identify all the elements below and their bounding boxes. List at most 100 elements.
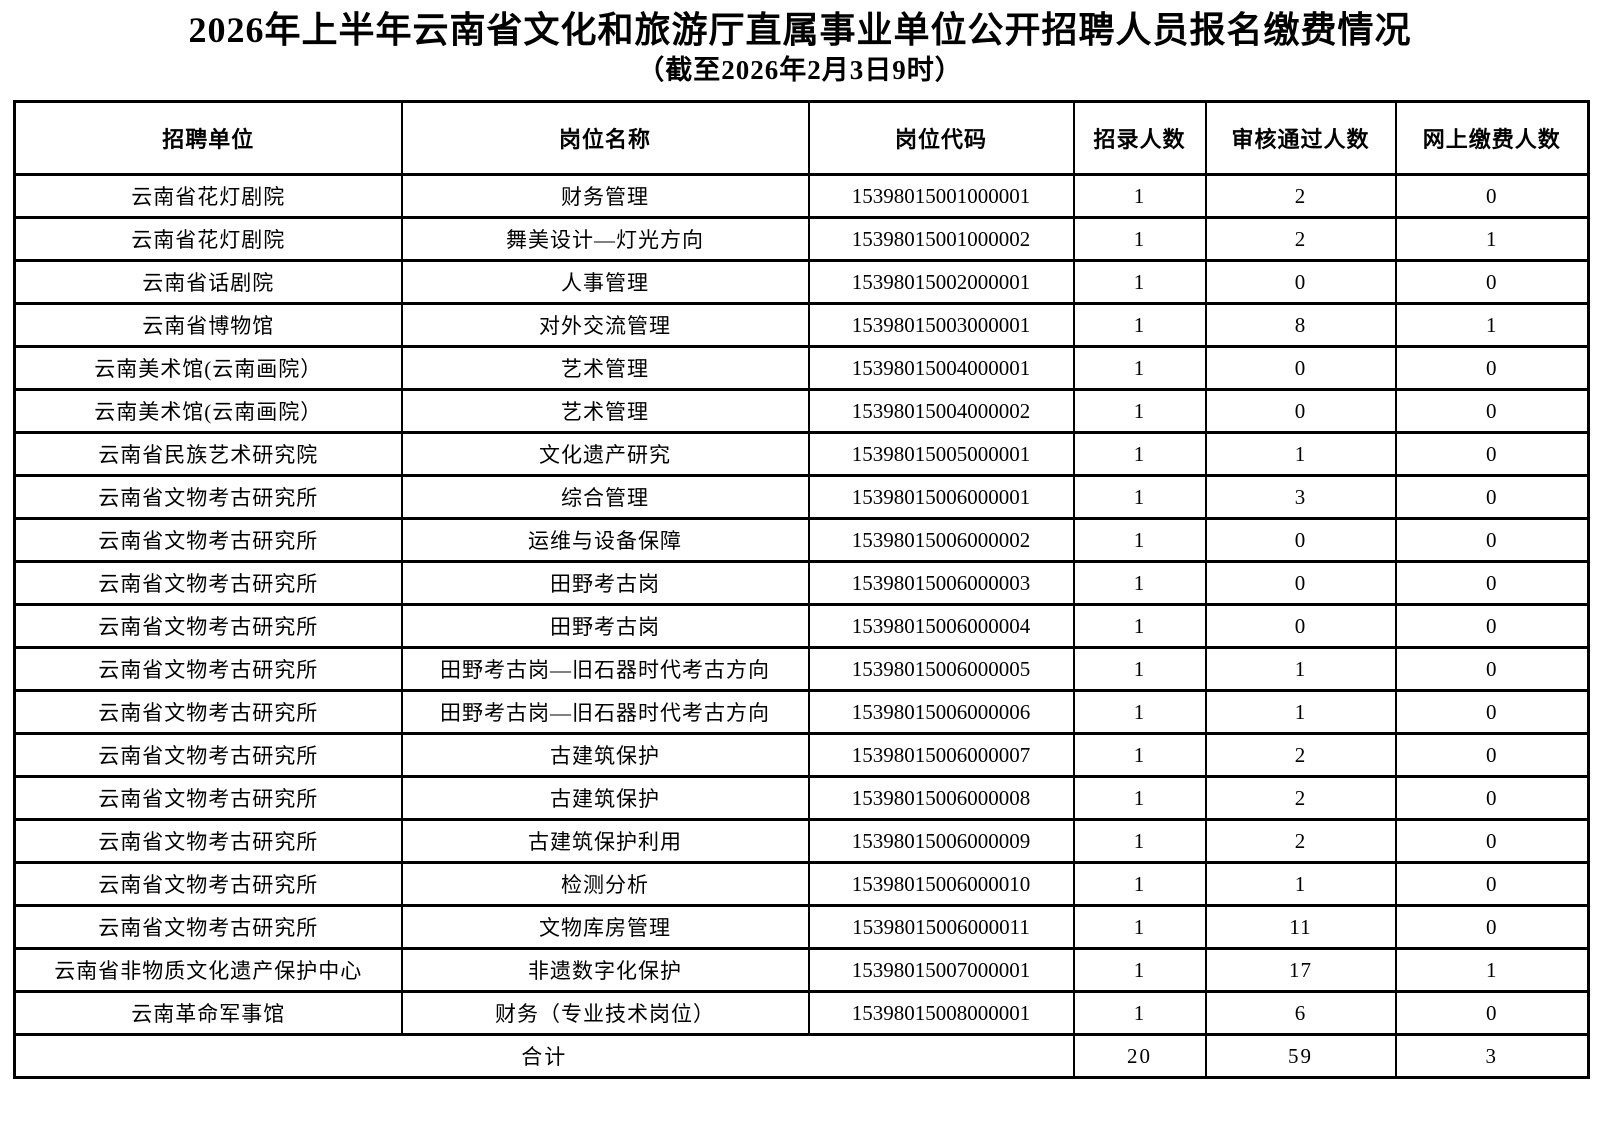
table-row: 云南省文物考古研究所 检测分析 15398015006000010 1 1 0 bbox=[13, 861, 1590, 907]
cell-unit: 云南省文物考古研究所 bbox=[13, 560, 403, 606]
total-label: 合计 bbox=[13, 1033, 1075, 1079]
cell-position: 综合管理 bbox=[400, 474, 810, 520]
table-row: 云南省文物考古研究所 古建筑保护利用 15398015006000009 1 2 0 bbox=[13, 818, 1590, 864]
cell-recruit: 1 bbox=[1072, 431, 1207, 477]
cell-unit: 云南省文物考古研究所 bbox=[13, 603, 403, 649]
cell-position: 田野考古岗—旧石器时代考古方向 bbox=[400, 646, 810, 692]
page-title: 2026年上半年云南省文化和旅游厅直属事业单位公开招聘人员报名缴费情况 bbox=[188, 10, 1412, 50]
cell-approved: 1 bbox=[1204, 861, 1397, 907]
cell-unit: 云南省文物考古研究所 bbox=[13, 689, 403, 735]
cell-recruit: 1 bbox=[1072, 517, 1207, 563]
cell-unit: 云南省文物考古研究所 bbox=[13, 818, 403, 864]
cell-recruit: 1 bbox=[1072, 775, 1207, 821]
total-approved-count: 59 bbox=[1204, 1033, 1397, 1079]
cell-position: 舞美设计—灯光方向 bbox=[400, 216, 810, 262]
table-row: 云南省文物考古研究所 古建筑保护 15398015006000008 1 2 0 bbox=[13, 775, 1590, 821]
table-row: 云南省花灯剧院 舞美设计—灯光方向 15398015001000002 1 2 1 bbox=[13, 216, 1590, 262]
header-row: 招聘单位 岗位名称 岗位代码 招录人数 审核通过人数 网上缴费人数 bbox=[13, 100, 1590, 176]
cell-position: 田野考古岗 bbox=[400, 603, 810, 649]
column-header-paid: 网上缴费人数 bbox=[1394, 100, 1590, 176]
cell-recruit: 1 bbox=[1072, 861, 1207, 907]
cell-recruit: 1 bbox=[1072, 947, 1207, 993]
cell-approved: 0 bbox=[1204, 603, 1397, 649]
cell-unit: 云南省花灯剧院 bbox=[13, 173, 403, 219]
table-row: 云南省文物考古研究所 综合管理 15398015006000001 1 3 0 bbox=[13, 474, 1590, 520]
cell-recruit: 1 bbox=[1072, 388, 1207, 434]
cell-position: 艺术管理 bbox=[400, 388, 810, 434]
cell-position: 对外交流管理 bbox=[400, 302, 810, 348]
cell-approved: 11 bbox=[1204, 904, 1397, 950]
table-row: 云南省文物考古研究所 文物库房管理 15398015006000011 1 11 0 bbox=[13, 904, 1590, 950]
cell-unit: 云南省博物馆 bbox=[13, 302, 403, 348]
cell-approved: 2 bbox=[1204, 173, 1397, 219]
column-header-position: 岗位名称 bbox=[400, 100, 810, 176]
cell-approved: 8 bbox=[1204, 302, 1397, 348]
table-header: 招聘单位 岗位名称 岗位代码 招录人数 审核通过人数 网上缴费人数 bbox=[13, 100, 1590, 176]
cell-position: 财务管理 bbox=[400, 173, 810, 219]
cell-paid: 0 bbox=[1394, 517, 1590, 563]
cell-position: 田野考古岗—旧石器时代考古方向 bbox=[400, 689, 810, 735]
column-header-approved: 审核通过人数 bbox=[1204, 100, 1397, 176]
cell-position: 文物库房管理 bbox=[400, 904, 810, 950]
cell-paid: 0 bbox=[1394, 904, 1590, 950]
cell-approved: 2 bbox=[1204, 732, 1397, 778]
cell-approved: 3 bbox=[1204, 474, 1397, 520]
cell-code: 15398015006000003 bbox=[807, 560, 1075, 606]
cell-recruit: 1 bbox=[1072, 560, 1207, 606]
table-footer: 合计 20 59 3 bbox=[13, 1033, 1590, 1079]
cell-code: 15398015002000001 bbox=[807, 259, 1075, 305]
cell-paid: 1 bbox=[1394, 302, 1590, 348]
cell-paid: 0 bbox=[1394, 474, 1590, 520]
cell-position: 财务（专业技术岗位） bbox=[400, 990, 810, 1036]
cell-recruit: 1 bbox=[1072, 646, 1207, 692]
cell-paid: 0 bbox=[1394, 689, 1590, 735]
cell-paid: 0 bbox=[1394, 345, 1590, 391]
table-row: 云南省文物考古研究所 田野考古岗 15398015006000003 1 0 0 bbox=[13, 560, 1590, 606]
cell-paid: 0 bbox=[1394, 732, 1590, 778]
cell-approved: 0 bbox=[1204, 517, 1397, 563]
cell-approved: 6 bbox=[1204, 990, 1397, 1036]
cell-position: 文化遗产研究 bbox=[400, 431, 810, 477]
cell-code: 15398015006000008 bbox=[807, 775, 1075, 821]
cell-unit: 云南省文物考古研究所 bbox=[13, 517, 403, 563]
table-row: 云南省文物考古研究所 运维与设备保障 15398015006000002 1 0 0 bbox=[13, 517, 1590, 563]
cell-unit: 云南省文物考古研究所 bbox=[13, 775, 403, 821]
cell-approved: 0 bbox=[1204, 388, 1397, 434]
cell-unit: 云南省花灯剧院 bbox=[13, 216, 403, 262]
cell-position: 田野考古岗 bbox=[400, 560, 810, 606]
table-body: 云南省花灯剧院 财务管理 15398015001000001 1 2 0 云南省花灯剧院 舞美… bbox=[13, 173, 1590, 1036]
cell-unit: 云南美术馆(云南画院） bbox=[13, 345, 403, 391]
cell-unit: 云南省文物考古研究所 bbox=[13, 904, 403, 950]
cell-paid: 0 bbox=[1394, 431, 1590, 477]
cell-approved: 0 bbox=[1204, 345, 1397, 391]
cell-paid: 0 bbox=[1394, 173, 1590, 219]
table-row: 云南省文物考古研究所 田野考古岗—旧石器时代考古方向 153980150060000… bbox=[13, 689, 1590, 735]
cell-code: 15398015006000007 bbox=[807, 732, 1075, 778]
cell-paid: 0 bbox=[1394, 560, 1590, 606]
cell-recruit: 1 bbox=[1072, 990, 1207, 1036]
cell-paid: 0 bbox=[1394, 775, 1590, 821]
table-row: 云南省花灯剧院 财务管理 15398015001000001 1 2 0 bbox=[13, 173, 1590, 219]
cell-paid: 1 bbox=[1394, 947, 1590, 993]
cell-unit: 云南省民族艺术研究院 bbox=[13, 431, 403, 477]
cell-paid: 1 bbox=[1394, 216, 1590, 262]
cell-approved: 1 bbox=[1204, 646, 1397, 692]
cell-code: 15398015004000002 bbox=[807, 388, 1075, 434]
cell-recruit: 1 bbox=[1072, 173, 1207, 219]
cell-code: 15398015008000001 bbox=[807, 990, 1075, 1036]
cell-code: 15398015006000006 bbox=[807, 689, 1075, 735]
cell-position: 检测分析 bbox=[400, 861, 810, 907]
table-row: 云南省文物考古研究所 田野考古岗—旧石器时代考古方向 153980150060000… bbox=[13, 646, 1590, 692]
cell-unit: 云南省文物考古研究所 bbox=[13, 861, 403, 907]
cell-unit: 云南省非物质文化遗产保护中心 bbox=[13, 947, 403, 993]
cell-unit: 云南省文物考古研究所 bbox=[13, 646, 403, 692]
cell-recruit: 1 bbox=[1072, 474, 1207, 520]
cell-position: 古建筑保护 bbox=[400, 775, 810, 821]
cell-position: 古建筑保护 bbox=[400, 732, 810, 778]
cell-approved: 0 bbox=[1204, 259, 1397, 305]
cell-recruit: 1 bbox=[1072, 302, 1207, 348]
table-row: 云南革命军事馆 财务（专业技术岗位） 15398015008000001 1 6 0 bbox=[13, 990, 1590, 1036]
cell-approved: 2 bbox=[1204, 216, 1397, 262]
total-recruit-count: 20 bbox=[1072, 1033, 1207, 1079]
